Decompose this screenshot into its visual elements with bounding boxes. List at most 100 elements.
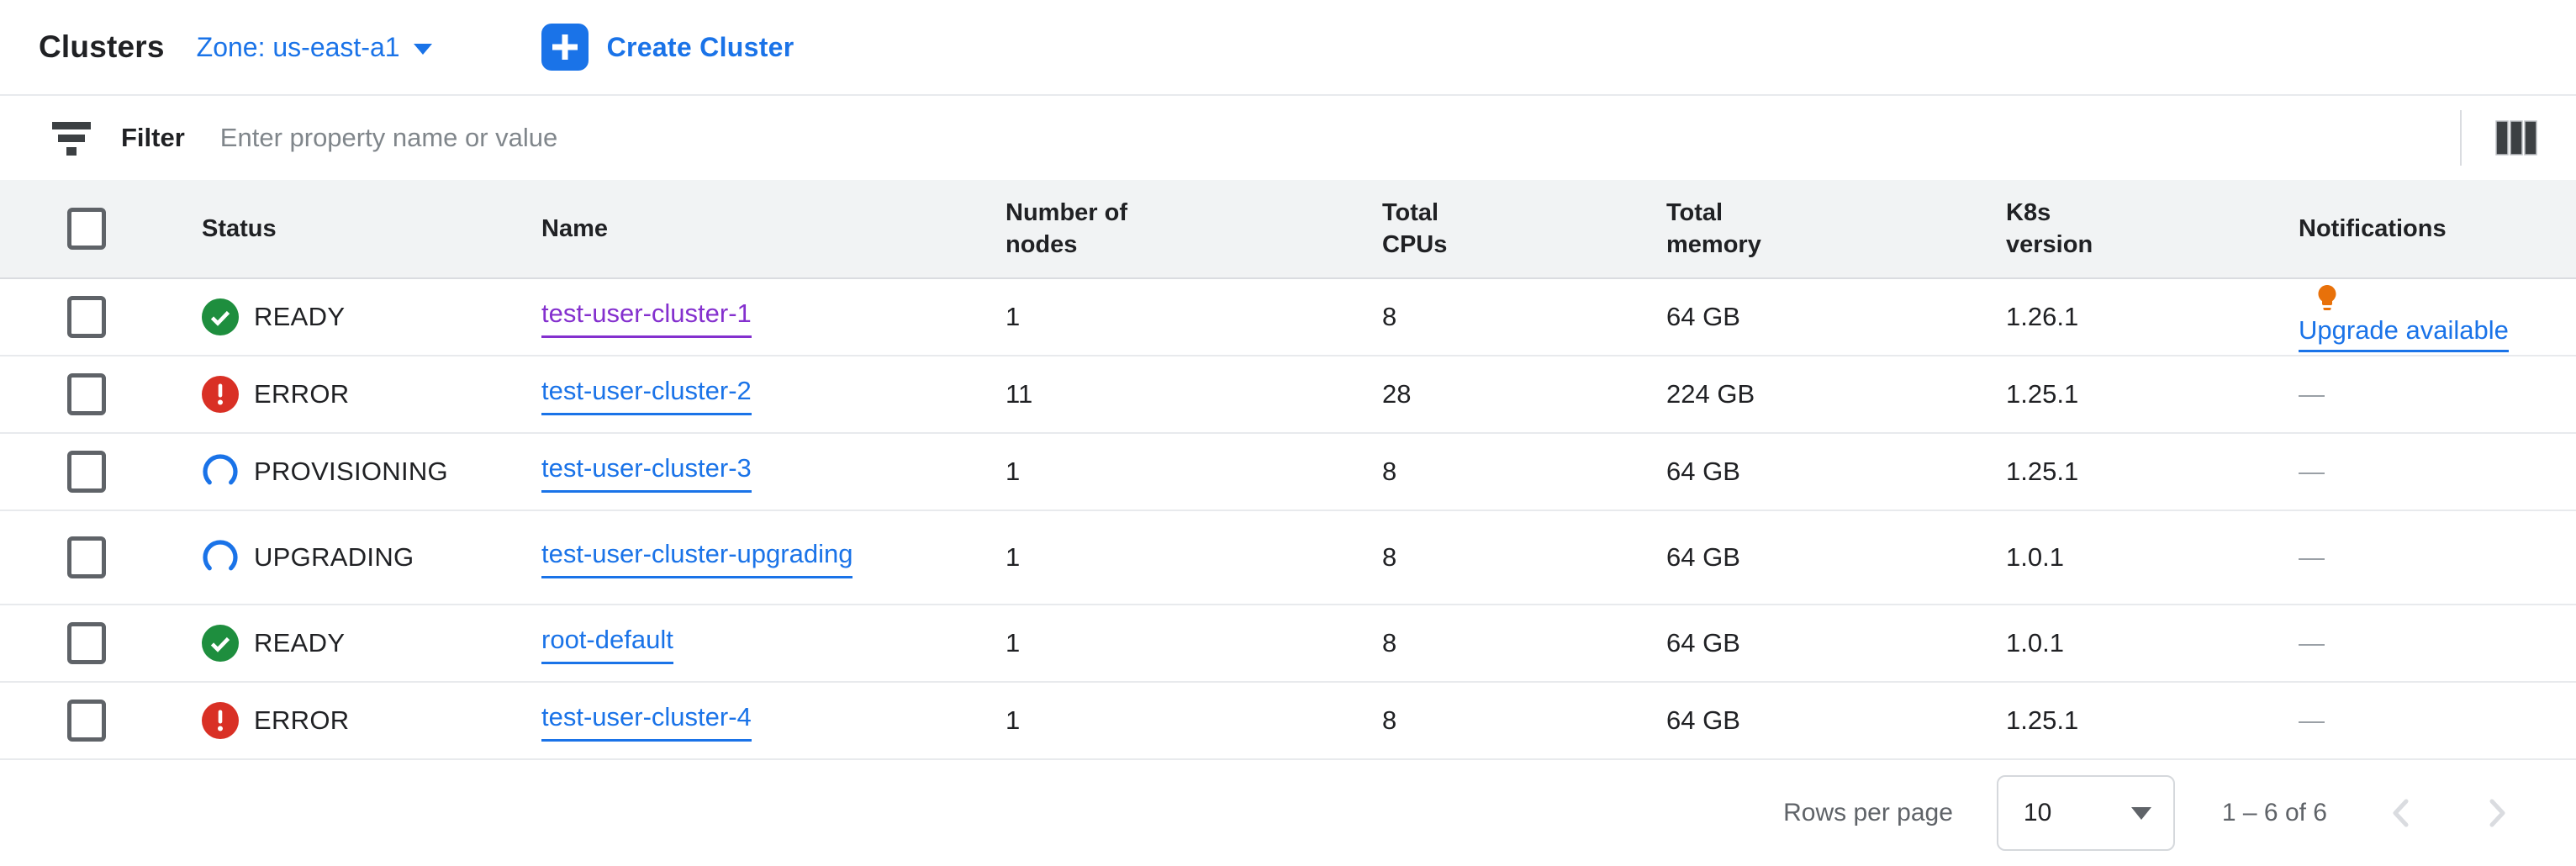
zone-selector-label: Zone: us-east-a1 xyxy=(196,31,400,62)
column-header-nodes: Number of nodes xyxy=(1006,197,1382,261)
cpus-value: 8 xyxy=(1382,705,1397,735)
chevron-down-icon xyxy=(2130,806,2151,820)
column-display-icon[interactable] xyxy=(2495,120,2537,156)
table-row: ERROR test-user-cluster-2 11 28 224 GB 1… xyxy=(0,356,2576,434)
vertical-divider xyxy=(2460,110,2462,166)
memory-value: 224 GB xyxy=(1666,379,1755,409)
row-checkbox[interactable] xyxy=(67,536,106,578)
memory-value: 64 GB xyxy=(1666,457,1740,486)
page-header: Clusters Zone: us-east-a1 Create Cluster xyxy=(0,0,2576,96)
column-header-label: Total memory xyxy=(1666,199,1761,258)
column-header-name: Name xyxy=(541,213,1006,245)
column-header-label: K8s version xyxy=(2006,199,2093,258)
row-checkbox[interactable] xyxy=(67,373,106,415)
memory-value: 64 GB xyxy=(1666,302,1740,331)
status-label: UPGRADING xyxy=(254,542,414,572)
status-label: ERROR xyxy=(254,705,350,735)
pager-controls xyxy=(2388,793,2510,833)
previous-page-button[interactable] xyxy=(2388,793,2413,833)
no-notification-dash: — xyxy=(2299,457,2325,486)
cpus-value: 28 xyxy=(1382,379,1412,409)
status-cell: READY xyxy=(202,298,541,335)
column-header-label: Name xyxy=(541,215,608,242)
memory-value: 64 GB xyxy=(1666,628,1740,657)
page-title: Clusters xyxy=(39,29,165,64)
column-header-label: Total CPUs xyxy=(1382,199,1448,258)
cluster-name-link[interactable]: root-default xyxy=(541,623,673,664)
status-progress-spinner-icon xyxy=(203,540,238,575)
select-all-checkbox[interactable] xyxy=(67,208,106,250)
status-cell: ERROR xyxy=(202,376,541,413)
row-checkbox[interactable] xyxy=(67,296,106,338)
status-ready-icon xyxy=(202,625,239,662)
cpus-value: 8 xyxy=(1382,457,1397,486)
cpus-value: 8 xyxy=(1382,302,1397,331)
lightbulb-icon xyxy=(2312,283,2342,314)
status-cell: PROVISIONING xyxy=(202,453,541,490)
row-checkbox[interactable] xyxy=(67,622,106,664)
cluster-name-link[interactable]: test-user-cluster-2 xyxy=(541,374,752,415)
nodes-value: 1 xyxy=(1006,542,1021,572)
row-checkbox[interactable] xyxy=(67,700,106,742)
nodes-value: 1 xyxy=(1006,705,1021,735)
k8s-version-value: 1.25.1 xyxy=(2006,457,2079,486)
chevron-down-icon xyxy=(413,43,432,55)
cpus-value: 8 xyxy=(1382,542,1397,572)
create-cluster-button[interactable]: Create Cluster xyxy=(541,24,794,71)
nodes-value: 1 xyxy=(1006,302,1021,331)
status-label: READY xyxy=(254,628,346,657)
chevron-right-icon xyxy=(2489,799,2505,827)
status-label: PROVISIONING xyxy=(254,457,448,486)
cluster-name-link[interactable]: test-user-cluster-4 xyxy=(541,700,752,742)
status-progress-spinner-icon xyxy=(203,454,238,489)
table-pagination: Rows per page 10 1 – 6 of 6 xyxy=(0,760,2576,866)
notifications-cell: Upgrade available xyxy=(2299,283,2576,352)
status-label: ERROR xyxy=(254,379,350,409)
k8s-version-value: 1.0.1 xyxy=(2006,628,2064,657)
next-page-button[interactable] xyxy=(2485,793,2510,833)
cluster-name-link[interactable]: test-user-cluster-3 xyxy=(541,451,752,493)
column-header-k8s-version: K8s version xyxy=(2006,197,2299,261)
status-cell: ERROR xyxy=(202,702,541,739)
table-row: PROVISIONING test-user-cluster-3 1 8 64 … xyxy=(0,434,2576,511)
column-header-notifications: Notifications xyxy=(2299,213,2576,245)
rows-per-page-value: 10 xyxy=(2023,799,2052,826)
k8s-version-value: 1.25.1 xyxy=(2006,379,2079,409)
cluster-name-link[interactable]: test-user-cluster-upgrading xyxy=(541,537,853,578)
filter-bar-controls xyxy=(2460,110,2537,166)
no-notification-dash: — xyxy=(2299,628,2325,657)
status-error-icon xyxy=(202,376,239,413)
table-row: ERROR test-user-cluster-4 1 8 64 GB 1.25… xyxy=(0,683,2576,760)
no-notification-dash: — xyxy=(2299,379,2325,409)
memory-value: 64 GB xyxy=(1666,542,1740,572)
no-notification-dash: — xyxy=(2299,542,2325,572)
nodes-value: 1 xyxy=(1006,628,1021,657)
no-notification-dash: — xyxy=(2299,705,2325,735)
row-checkbox[interactable] xyxy=(67,451,106,493)
zone-selector[interactable]: Zone: us-east-a1 xyxy=(197,32,432,63)
table-row: READY test-user-cluster-1 1 8 64 GB 1.26… xyxy=(0,279,2576,356)
k8s-version-value: 1.26.1 xyxy=(2006,302,2079,331)
column-header-cpus: Total CPUs xyxy=(1382,197,1666,261)
status-cell: READY xyxy=(202,625,541,662)
column-header-label: Notifications xyxy=(2299,215,2447,242)
column-header-label: Status xyxy=(202,215,277,242)
status-cell: UPGRADING xyxy=(202,539,541,576)
pagination-range: 1 – 6 of 6 xyxy=(2221,799,2327,826)
status-ready-icon xyxy=(202,298,239,335)
filter-icon xyxy=(52,122,91,156)
nodes-value: 1 xyxy=(1006,457,1021,486)
status-label: READY xyxy=(254,302,346,331)
table-header-checkbox-cell xyxy=(0,208,202,250)
rows-per-page-select[interactable]: 10 xyxy=(1996,775,2175,851)
cluster-name-link[interactable]: test-user-cluster-1 xyxy=(541,297,752,338)
create-cluster-label: Create Cluster xyxy=(606,31,794,62)
chevron-left-icon xyxy=(2393,799,2409,827)
filter-bar: Filter xyxy=(0,96,2576,180)
table-row: UPGRADING test-user-cluster-upgrading 1 … xyxy=(0,511,2576,605)
upgrade-available-link[interactable]: Upgrade available xyxy=(2299,314,2509,352)
column-header-memory: Total memory xyxy=(1666,197,2006,261)
plus-icon xyxy=(541,24,589,71)
filter-input[interactable] xyxy=(219,123,2460,153)
memory-value: 64 GB xyxy=(1666,705,1740,735)
